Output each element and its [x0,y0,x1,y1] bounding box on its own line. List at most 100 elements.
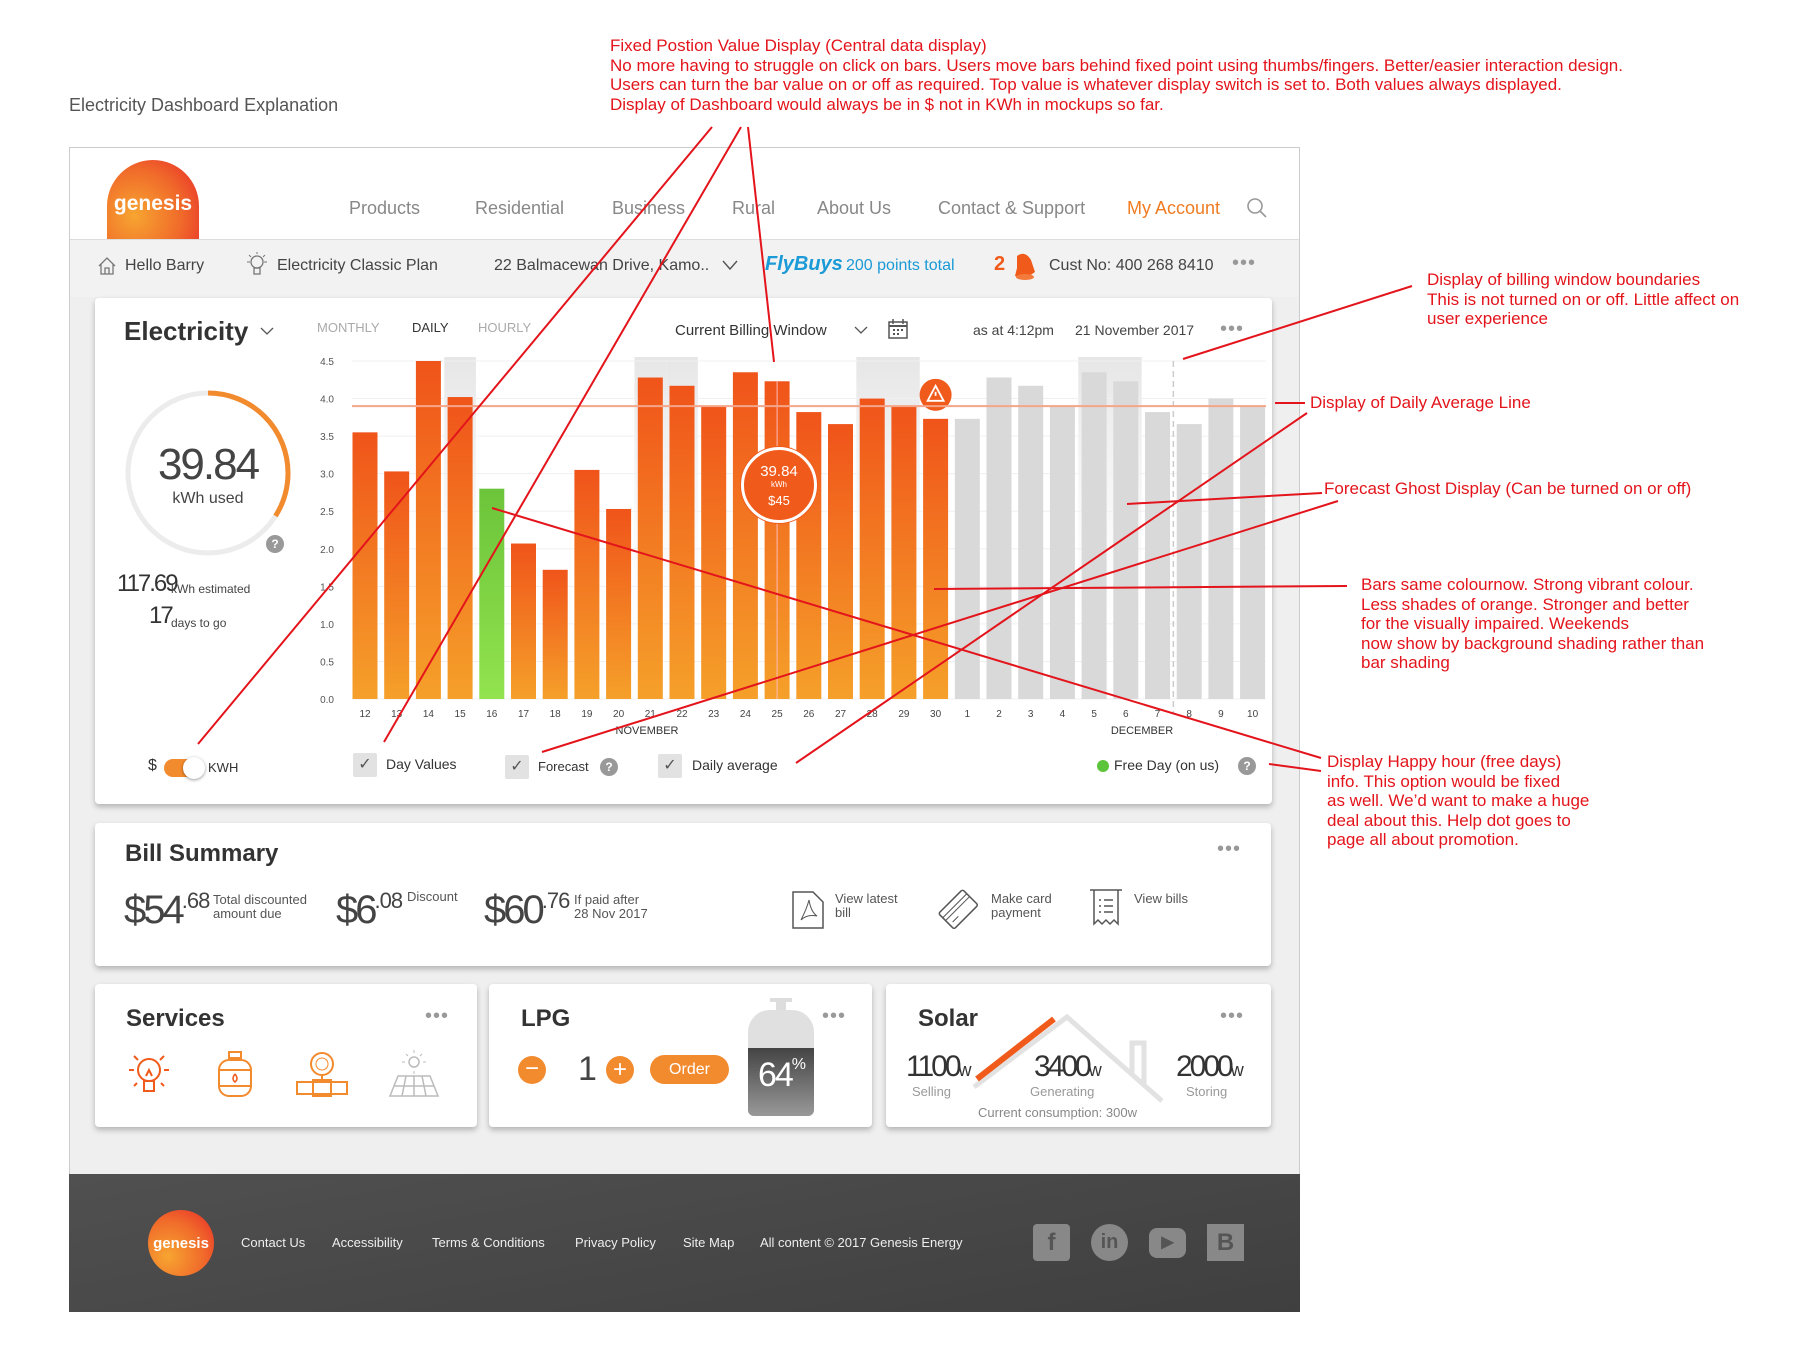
bar-actual [891,406,917,699]
x-tick-label: 12 [359,709,371,720]
credit-card-icon[interactable] [936,886,982,934]
bar-actual [669,385,695,699]
bills-list-icon[interactable] [1088,888,1124,930]
bar-actual [732,372,758,699]
day-values-checkbox[interactable]: ✓ [353,753,377,777]
footer-link-sitemap[interactable]: Site Map [683,1235,735,1250]
youtube-icon[interactable]: ▶ [1149,1228,1186,1258]
decrease-quantity-button[interactable]: − [518,1056,546,1084]
solar-selling-label: Selling [912,1084,952,1099]
flybuys-points[interactable]: 200 points total [846,257,955,274]
bell-icon[interactable] [1011,252,1039,282]
solar-service-icon[interactable] [388,1050,440,1100]
unit-toggle[interactable] [164,757,205,779]
lpg-level: 64% [757,1056,806,1094]
solar-card [886,984,1271,1127]
more-options-icon[interactable]: ••• [822,1005,847,1027]
nav-my-account[interactable]: My Account [1127,198,1221,218]
x-tick-label: 18 [550,709,562,720]
bar-actual [542,569,568,699]
y-tick-label: 4.0 [320,395,334,406]
gas-service-icon[interactable] [213,1050,257,1100]
bar-forecast [1113,381,1139,699]
annotation-forecast: Forecast Ghost Display (Can be turned on… [1324,479,1692,498]
solar-storing-value: 2000w [1176,1050,1244,1083]
x-tick-label: 28 [867,709,879,720]
x-tick-label: 20 [613,709,625,720]
tooltip-value: 39.84 [760,463,798,480]
nav-about-us[interactable]: About Us [817,198,892,218]
selected-value-display: 39.84 kWh $45 [741,447,817,523]
x-tick-label: 10 [1247,709,1259,720]
greeting: Hello Barry [125,257,205,274]
annotation-billing-window: Display of billing window boundaries This… [1427,270,1740,328]
increase-quantity-button[interactable]: + [606,1056,634,1084]
customer-number: Cust No: 400 268 8410 [1049,257,1214,274]
chevron-down-icon[interactable] [854,325,868,335]
more-options-icon[interactable]: ••• [1217,838,1242,860]
annotation-daily-average: Display of Daily Average Line [1310,393,1531,412]
view-bills-link[interactable]: View bills [1134,891,1188,906]
calendar-icon[interactable] [887,318,909,340]
month-label: DECEMBER [1111,725,1173,737]
blogger-icon[interactable]: B [1207,1224,1244,1261]
footer-logo[interactable]: genesis [148,1210,214,1276]
search-icon[interactable] [1246,197,1268,219]
notification-count[interactable]: 2 [994,253,1006,275]
pdf-icon[interactable] [791,890,825,930]
x-tick-label: 1 [965,709,971,720]
more-options-icon[interactable]: ••• [425,1005,450,1027]
late-amount: $60.76 [484,888,571,933]
amount-cents: .76 [541,888,571,913]
view-latest-bill-link[interactable]: View latest bill [835,891,898,920]
x-tick-label: 6 [1123,709,1129,720]
y-tick-label: 1.5 [320,582,334,593]
bar-actual [828,424,853,699]
footer-link-terms[interactable]: Terms & Conditions [432,1235,545,1250]
bar-forecast [986,377,1012,699]
solar-generating-value: 3400w [1034,1050,1102,1083]
solar-generating-label: Generating [1030,1084,1095,1099]
days-value: 17 [149,602,174,629]
day-values-label: Day Values [386,756,457,772]
facebook-icon[interactable]: f [1033,1224,1070,1261]
bar-actual [637,377,663,699]
forecast-checkbox[interactable]: ✓ [505,755,529,779]
order-button[interactable]: Order [650,1055,729,1084]
footer-link-privacy[interactable]: Privacy Policy [575,1235,656,1250]
toggle-knob[interactable] [183,757,205,779]
lpg-title: LPG [521,1005,571,1032]
more-options-icon[interactable]: ••• [1232,252,1257,274]
make-payment-link[interactable]: Make card payment [991,891,1052,920]
help-icon[interactable]: ? [600,758,618,776]
more-options-icon[interactable]: ••• [1220,1005,1245,1027]
y-tick-label: 0.0 [320,695,334,706]
x-tick-label: 4 [1060,709,1066,720]
electricity-service-icon[interactable] [124,1050,174,1100]
bar-actual [923,418,949,699]
x-tick-label: 27 [835,709,847,720]
footer-link-accessibility[interactable]: Accessibility [332,1235,403,1250]
x-tick-label: 21 [645,709,657,720]
y-tick-label: 0.5 [320,657,334,668]
x-tick-label: 23 [708,709,720,720]
x-tick-label: 30 [930,709,942,720]
y-tick-label: 3.0 [320,470,334,481]
bar-actual [447,397,473,699]
bar-forecast [954,418,980,699]
bar-free [479,488,505,699]
x-tick-label: 8 [1186,709,1192,720]
y-tick-label: 2.0 [320,545,334,556]
lpg-quantity[interactable]: 1 [578,1050,597,1088]
solar-selling-value: 1100w [906,1050,972,1083]
solar-storing-label: Storing [1186,1084,1228,1099]
genesis-logo[interactable]: genesis [107,160,199,240]
meter-service-icon[interactable] [295,1050,349,1100]
linkedin-icon[interactable]: in [1091,1224,1128,1261]
total-due-amount: $54.68 [124,888,210,933]
warning-icon [926,383,946,402]
nav-contact-support[interactable]: Contact & Support [938,198,1086,218]
footer-link-contact[interactable]: Contact Us [241,1235,306,1250]
x-tick-label: 24 [740,709,752,720]
